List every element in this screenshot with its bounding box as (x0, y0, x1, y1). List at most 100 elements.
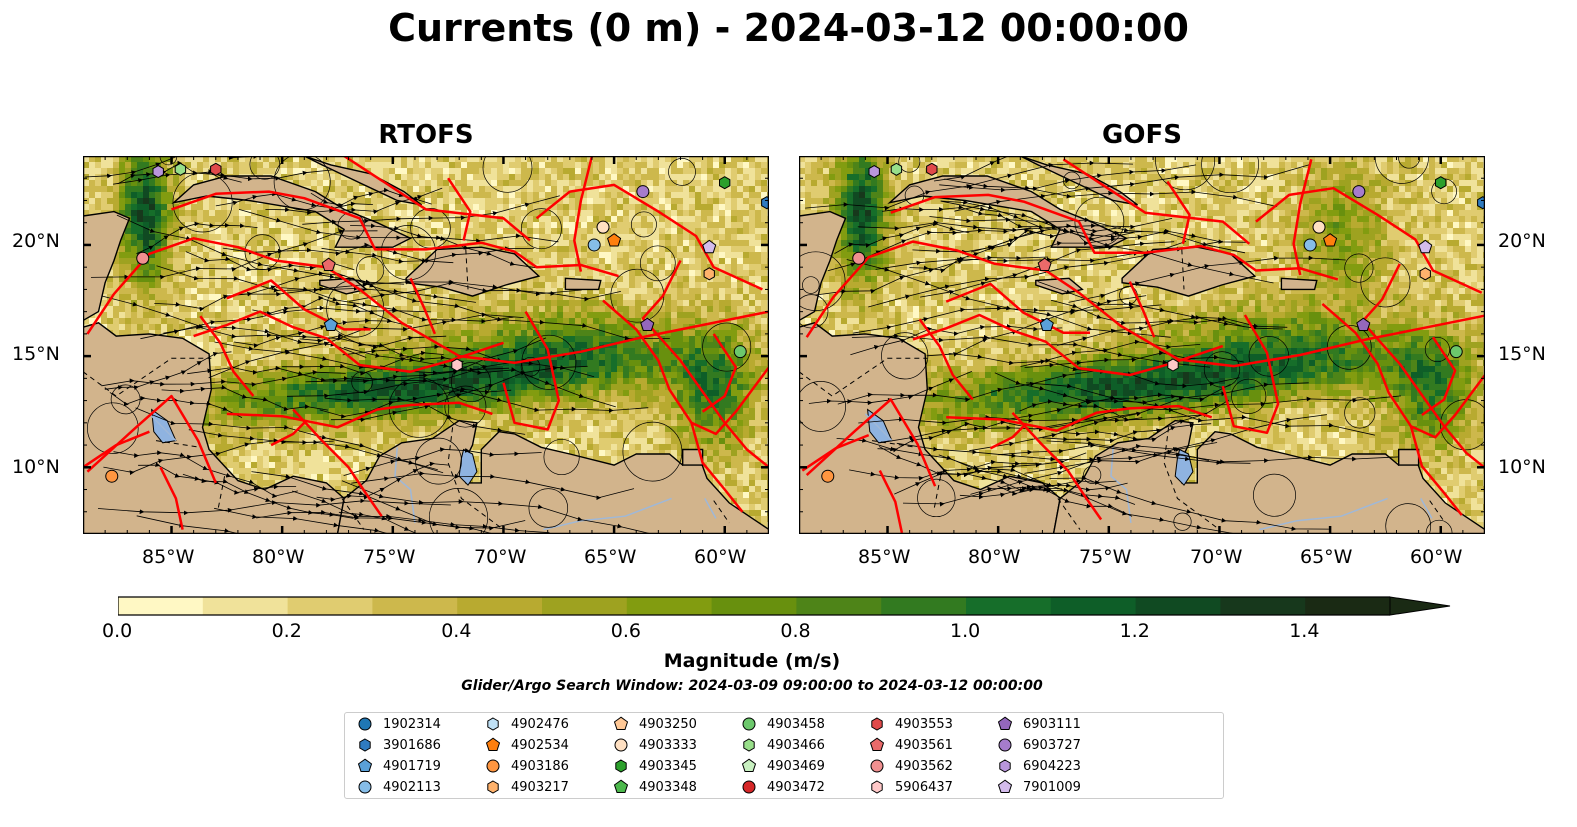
streamline (350, 223, 536, 269)
eddy-streamline (1083, 465, 1102, 484)
eddy-streamline (1344, 397, 1376, 429)
track-line (890, 193, 1339, 281)
track-line (83, 430, 150, 469)
map-gofs (799, 156, 1485, 534)
river (1420, 498, 1433, 519)
streamline (222, 242, 454, 264)
legend-label: 4903458 (767, 716, 825, 732)
colorbar-extend-arrow (1389, 596, 1451, 616)
eddy-streamline (799, 381, 846, 432)
streamline (104, 351, 232, 390)
float-marker-4903345 (719, 176, 731, 190)
colorbar-swatch (117, 596, 1451, 616)
country-border (1429, 500, 1446, 524)
streamline (939, 164, 1197, 193)
track-line (226, 279, 371, 331)
streamline (852, 295, 1147, 334)
colorbar-tick-label: 0.4 (441, 620, 472, 642)
track-line (199, 315, 255, 397)
streamline (882, 204, 1041, 229)
legend-item: 4903348 (613, 779, 697, 795)
x-tick-label: 80°W (968, 546, 1021, 568)
track-line (641, 259, 769, 469)
legend-label: 4902534 (511, 737, 569, 753)
streamline (140, 305, 432, 340)
eddy-streamline (1326, 324, 1372, 370)
glider-argo-tracks (801, 158, 1485, 534)
legend-item: 4903562 (869, 758, 953, 774)
legend-marker-pentagon-icon (997, 779, 1013, 793)
legend-label: 4903466 (767, 737, 825, 753)
legend-label: 6904223 (1023, 758, 1081, 774)
eddy-streamline (1360, 257, 1411, 308)
panel-title-rtofs: RTOFS (378, 120, 474, 150)
colorbar-tick-label: 0.6 (610, 620, 642, 642)
float-marker-4903466 (890, 162, 903, 176)
eddy-streamline (1253, 473, 1296, 517)
map-panel-rtofs (83, 156, 769, 534)
eddy-streamline (428, 488, 489, 534)
eddy-streamline (1398, 156, 1421, 169)
axis-ticks (83, 156, 769, 534)
panel-title-gofs: GOFS (1102, 120, 1182, 150)
float-marker-4903458 (1449, 345, 1463, 359)
streamline (338, 511, 501, 534)
legend-marker-circle-icon (614, 738, 628, 752)
x-tick-label: 60°W (694, 546, 747, 568)
x-tick-label: 70°W (474, 546, 527, 568)
float-marker-4903333 (1312, 220, 1326, 234)
map-frame (83, 156, 769, 534)
eddy-streamline (802, 276, 820, 294)
speed-field (799, 156, 1485, 534)
legend-marker (485, 737, 501, 751)
track-line (226, 401, 493, 429)
y-tick-label: 20°N (12, 230, 60, 252)
colorbar-segment (457, 597, 543, 615)
legend-marker-hexagon-icon (359, 738, 371, 752)
legend-marker (358, 780, 372, 794)
legend-marker (743, 738, 755, 752)
eddy-streamline (172, 172, 233, 233)
legend-label: 4903553 (895, 716, 953, 732)
x-tick-label: 80°W (252, 546, 305, 568)
colorbar-segment (372, 597, 458, 615)
legend-label: 1902314 (383, 716, 441, 732)
legend-marker (486, 759, 500, 773)
colorbar-tick-label: 1.0 (950, 620, 981, 642)
colorbar-segment (1050, 597, 1137, 615)
legend-marker (741, 758, 757, 772)
streamlines (85, 156, 752, 534)
float-marker-4903561 (321, 257, 336, 271)
streamline (814, 255, 1049, 296)
track-line (1321, 302, 1485, 439)
x-tick-label: 65°W (1300, 546, 1353, 568)
track-line (1409, 425, 1463, 516)
legend-label: 4901719 (383, 758, 441, 774)
float-marker-4903561 (1037, 257, 1052, 271)
legend-item: 6904223 (997, 758, 1081, 774)
track-line (573, 156, 594, 272)
legend-marker (870, 759, 884, 773)
legend-item: 7901009 (997, 779, 1081, 795)
eddy-streamline (1201, 156, 1259, 194)
eddy-streamline (415, 437, 462, 485)
track-line (805, 240, 1485, 368)
legend-item: 4902534 (485, 737, 569, 753)
track-line (918, 318, 974, 401)
land-trinidad (682, 448, 704, 466)
legend-marker-pentagon-icon (869, 737, 885, 751)
track-line (805, 398, 937, 487)
track-line (86, 394, 217, 484)
land-puertoRico (1280, 277, 1318, 291)
legend-label: 3901686 (383, 737, 441, 753)
legend-marker-pentagon-icon (997, 716, 1013, 730)
track-line (502, 310, 561, 431)
eddy-streamline (1155, 156, 1216, 191)
country-border (465, 249, 469, 290)
eddy-streamline (482, 156, 533, 193)
colorbar-segment (881, 597, 967, 615)
legend-item: 4903472 (741, 779, 825, 795)
colorbar-segment (626, 597, 713, 615)
float-marker-4903553 (926, 162, 938, 176)
legend-marker (613, 779, 629, 793)
